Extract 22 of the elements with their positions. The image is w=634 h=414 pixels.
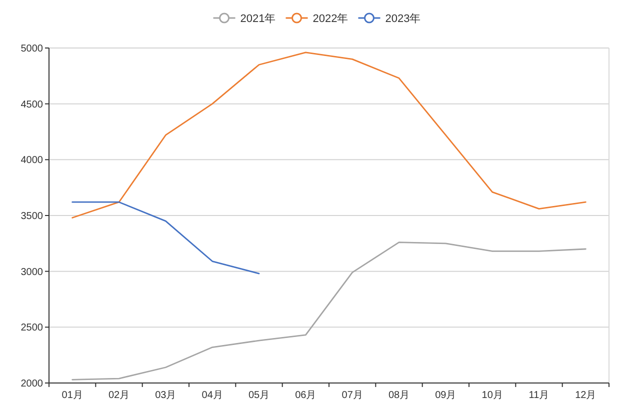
x-tick-label: 08月 (388, 390, 410, 401)
legend-label: 2021年 (240, 13, 276, 25)
y-tick-label: 3500 (20, 211, 44, 222)
y-tick-label: 5000 (20, 44, 44, 54)
legend-label: 2022年 (312, 13, 348, 25)
x-tick-label: 10月 (482, 390, 503, 401)
y-tick-label: 4500 (20, 99, 44, 110)
legend-label: 2023年 (385, 13, 421, 25)
x-tick-label: 11月 (528, 390, 550, 401)
x-tick-label: 04月 (202, 390, 223, 401)
x-tick-label: 01月 (62, 390, 83, 401)
x-tick-label: 02月 (108, 390, 130, 401)
y-tick-label: 2000 (20, 378, 44, 390)
x-tick-label: 06月 (295, 390, 316, 401)
x-tick-label: 05月 (248, 390, 270, 401)
x-tick-label: 12月 (575, 390, 596, 401)
x-tick-label: 09月 (435, 390, 456, 401)
y-tick-label: 4000 (20, 155, 44, 166)
y-tick-label: 2500 (20, 322, 44, 334)
y-tick-label: 3000 (20, 266, 44, 278)
x-tick-label: 07月 (342, 390, 363, 401)
x-tick-label: 03月 (155, 390, 176, 401)
